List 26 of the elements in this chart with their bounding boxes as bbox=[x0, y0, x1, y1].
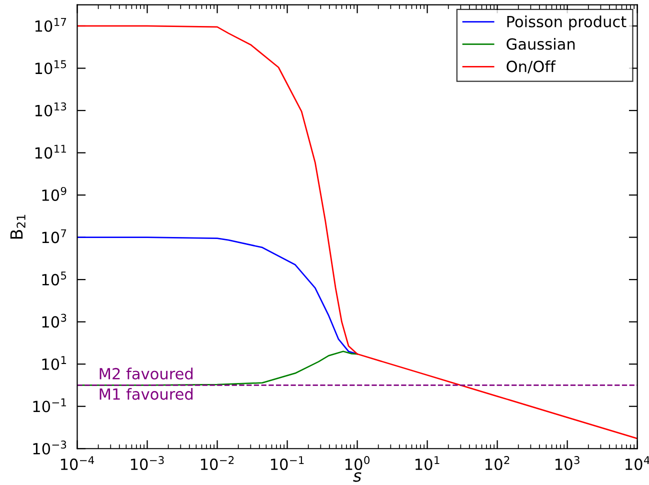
y-tick-label: 10$^{−3}$ bbox=[33, 440, 66, 455]
legend-label: On/Off bbox=[506, 60, 556, 74]
y-tick-label: 10$^{11}$ bbox=[35, 144, 66, 159]
x-tick-label: 10$^{−2}$ bbox=[200, 456, 234, 470]
y-tick-label: 10$^{15}$ bbox=[35, 60, 66, 74]
x-tick-label: 10$^{−1}$ bbox=[270, 456, 304, 470]
annotation: M2 favoured bbox=[100, 368, 193, 380]
x-tick-label: 10$^{−3}$ bbox=[130, 456, 164, 470]
y-tick-label: 10$^{13}$ bbox=[35, 102, 66, 116]
y-tick-label: 10$^{1}$ bbox=[42, 356, 66, 370]
x-tick-label: 10$^{2}$ bbox=[486, 456, 510, 470]
x-axis-title: s bbox=[353, 472, 362, 482]
y-tick-label: 10$^{−1}$ bbox=[33, 398, 66, 412]
y-tick-label: 10$^{5}$ bbox=[42, 272, 66, 286]
legend-label: Poisson product bbox=[507, 16, 626, 30]
x-tick-label: 10$^{3}$ bbox=[556, 456, 580, 470]
annotation: M1 favoured bbox=[100, 388, 193, 400]
legend-label: Gaussian bbox=[506, 38, 575, 50]
y-tick-label: 10$^{3}$ bbox=[42, 314, 66, 328]
y-tick-label: 10$^{7}$ bbox=[42, 229, 66, 244]
y-tick-label: 10$^{17}$ bbox=[35, 18, 66, 32]
y-axis-title: B$_{21}$ bbox=[10, 214, 26, 239]
x-tick-label: 10$^{1}$ bbox=[416, 456, 440, 470]
x-tick-label: 10$^{−4}$ bbox=[60, 456, 94, 470]
y-tick-label: 10$^{9}$ bbox=[42, 186, 66, 201]
x-tick-label: 10$^{0}$ bbox=[346, 456, 370, 470]
